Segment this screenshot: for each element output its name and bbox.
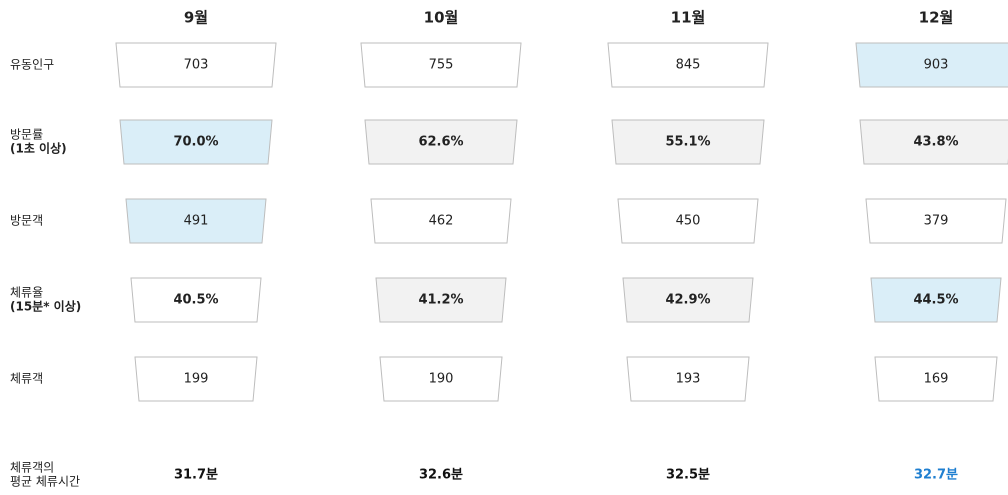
cell-value: 462 — [429, 214, 454, 229]
funnel-cell — [611, 119, 765, 165]
column-header: 9월 — [184, 9, 208, 27]
funnel-cell — [119, 119, 273, 165]
funnel-cell — [622, 277, 754, 323]
funnel-cell — [360, 42, 522, 88]
row-label: (15분* 이상) — [10, 299, 81, 314]
cell-value: 41.2% — [418, 293, 463, 308]
cell-value: 55.1% — [665, 135, 710, 150]
row-label: 방문객 — [10, 214, 43, 228]
cell-value: 42.9% — [665, 293, 710, 308]
funnel-cell — [859, 119, 1008, 165]
funnel-cell — [125, 198, 267, 244]
cell-value: 169 — [924, 372, 949, 387]
cell-value: 62.6% — [418, 135, 463, 150]
cell-value: 40.5% — [173, 293, 218, 308]
cell-value: 845 — [676, 58, 701, 73]
funnel-cell — [626, 356, 750, 402]
funnel-cell — [865, 198, 1007, 244]
footer-value: 32.5분 — [666, 468, 710, 483]
funnel-cell — [870, 277, 1002, 323]
funnel-cell — [617, 198, 759, 244]
funnel-cell — [375, 277, 507, 323]
cell-value: 755 — [429, 58, 454, 73]
funnel-cell — [130, 277, 262, 323]
cell-value: 43.8% — [913, 135, 958, 150]
funnel-cell — [364, 119, 518, 165]
funnel-cell — [379, 356, 503, 402]
funnel-cell — [874, 356, 998, 402]
cell-value: 70.0% — [173, 135, 218, 150]
funnel-cell — [115, 42, 277, 88]
row-label: 유동인구 — [10, 58, 54, 72]
column-header: 11월 — [671, 9, 706, 27]
cell-value: 190 — [429, 372, 454, 387]
funnel-cell — [370, 198, 512, 244]
cell-value: 199 — [184, 372, 209, 387]
row-label: 체류율 — [10, 286, 43, 300]
cell-value: 903 — [924, 58, 949, 73]
column-header: 12월 — [919, 9, 954, 27]
footer-value: 32.7분 — [914, 468, 958, 483]
row-label: (1초 이상) — [10, 141, 67, 156]
cell-value: 703 — [184, 58, 209, 73]
funnel-cell — [855, 42, 1008, 88]
column-header: 10월 — [424, 9, 459, 27]
footer-value: 31.7분 — [174, 468, 218, 483]
row-label: 평균 체류시간 — [10, 475, 80, 489]
cell-value: 450 — [676, 214, 701, 229]
cell-value: 44.5% — [913, 293, 958, 308]
row-label: 체류객의 — [10, 461, 54, 475]
row-label: 방문률 — [10, 128, 43, 142]
cell-value: 379 — [924, 214, 949, 229]
funnel-cell — [134, 356, 258, 402]
cell-value: 193 — [676, 372, 701, 387]
footer-value: 32.6분 — [419, 468, 463, 483]
cell-value: 491 — [184, 214, 209, 229]
funnel-cell — [607, 42, 769, 88]
row-label: 체류객 — [10, 372, 43, 386]
